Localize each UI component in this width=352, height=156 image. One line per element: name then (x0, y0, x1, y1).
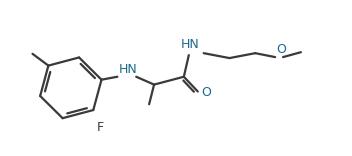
Text: O: O (276, 43, 286, 56)
Text: HN: HN (118, 63, 137, 76)
Text: O: O (202, 86, 212, 99)
Text: F: F (96, 121, 103, 134)
Text: HN: HN (181, 38, 200, 51)
